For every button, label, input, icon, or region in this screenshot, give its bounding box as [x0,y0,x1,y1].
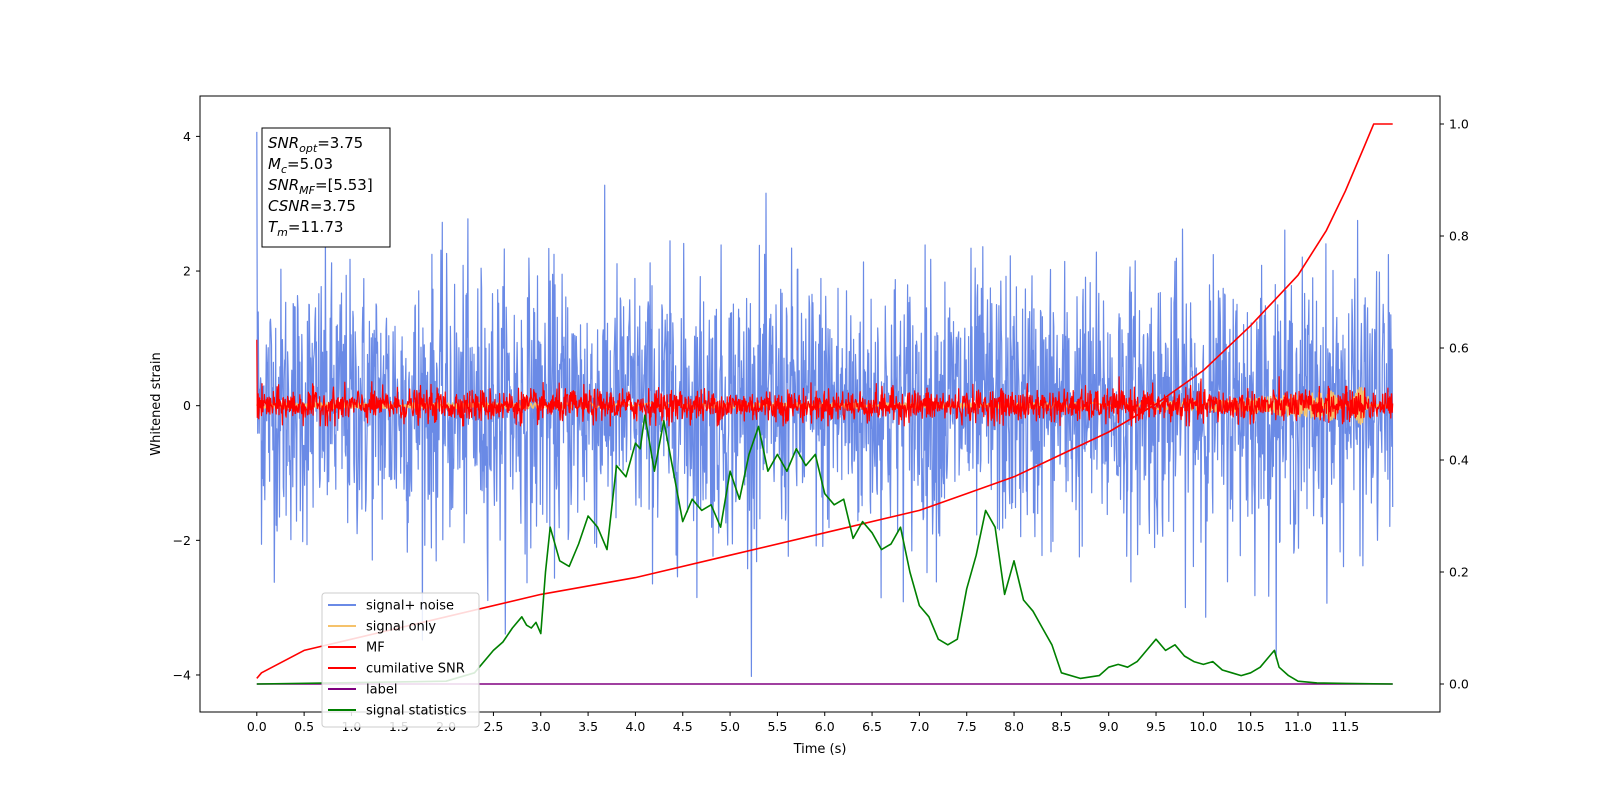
x-tick-label: 11.0 [1284,719,1312,734]
y2-tick-label: 0.0 [1449,677,1469,692]
legend: signal+ noise signal only MF cumilative SNR… [321,592,480,728]
x-tick-label: 3.5 [578,719,598,734]
legend-label: label [366,683,397,698]
annotation-line: CSNR=3.75 [268,197,356,215]
legend-label: signal statistics [366,704,467,719]
x-tick-label: 8.5 [1051,719,1071,734]
x-tick-label: 11.5 [1331,719,1359,734]
series-line-mf [256,339,1394,427]
y2-tick-label: 0.8 [1449,229,1469,244]
x-tick-label: 6.0 [815,719,835,734]
y-axis-right: 0.0 0.2 0.4 0.6 0.8 1.0 [1440,117,1469,692]
y2-tick-label: 0.4 [1449,453,1469,468]
annotation-line: Mc=5.03 [268,155,333,176]
x-tick-label: 3.0 [531,719,551,734]
annotation-line: SNRopt=3.75 [268,134,363,155]
legend-label: signal only [366,620,436,635]
y-tick-label: 4 [183,129,191,144]
x-tick-label: 2.5 [483,719,503,734]
y2-tick-label: 0.2 [1449,565,1469,580]
x-tick-label: 0.0 [247,719,267,734]
x-tick-label: 10.0 [1189,719,1217,734]
x-tick-label: 8.0 [1004,719,1024,734]
annotation-frame [261,127,391,248]
series-line-signal-statistics [256,414,1393,685]
annotation-line: SNRMF=[5.53] [268,176,373,197]
legend-label: MF [366,641,385,656]
series-line-signal-noise [256,131,1394,677]
y-axis-label: Whitened strain [149,352,164,455]
plot-frame [199,95,1441,713]
x-tick-label: 9.0 [1099,719,1119,734]
x-tick-label: 5.0 [720,719,740,734]
x-tick-label: 5.5 [767,719,787,734]
y-tick-label: 0 [183,398,191,413]
y2-tick-label: 0.6 [1449,341,1469,356]
y-axis-left: −4 −2 0 2 4 [173,129,200,682]
legend-label: signal+ noise [366,599,454,614]
x-tick-label: 4.5 [673,719,693,734]
y-tick-label: −2 [173,533,191,548]
x-tick-label: 7.5 [957,719,977,734]
y2-tick-label: 1.0 [1449,117,1469,132]
x-tick-label: 7.0 [909,719,929,734]
x-tick-label: 10.5 [1237,719,1265,734]
y-tick-label: −4 [173,667,191,682]
legend-label: cumilative SNR [366,662,465,677]
legend-frame [321,592,480,728]
x-tick-label: 0.5 [294,719,314,734]
x-tick-label: 9.5 [1146,719,1166,734]
x-axis-label: Time (s) [793,742,847,757]
x-tick-label: 4.0 [625,719,645,734]
annotation-line: Tm=11.73 [268,218,343,239]
x-tick-label: 6.5 [862,719,882,734]
y-tick-label: 2 [183,264,191,279]
